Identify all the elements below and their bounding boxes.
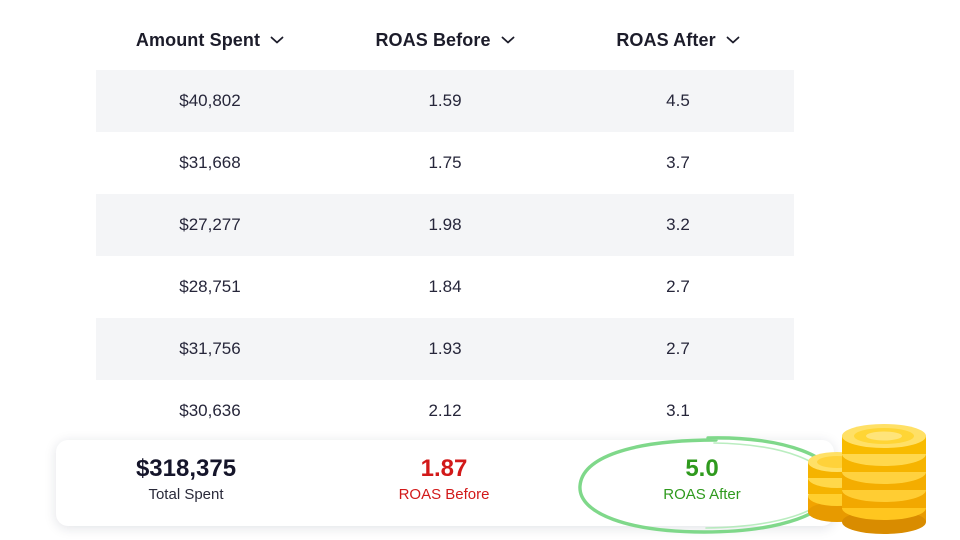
coins-icon	[808, 424, 926, 534]
table-row: $40,802 1.59 4.5	[96, 70, 794, 132]
table-row: $27,277 1.98 3.2	[96, 194, 794, 256]
amount-spent-cell: $28,751	[179, 277, 241, 296]
amount-spent-cell: $40,802	[179, 91, 241, 110]
column-header-label: ROAS After	[616, 29, 716, 50]
roas-before-value: 1.87	[420, 455, 468, 482]
chevron-down-icon	[270, 36, 284, 44]
column-header-label: ROAS Before	[375, 29, 491, 50]
roas-before-cell: 2.12	[428, 401, 462, 420]
roas-before-summary: 1.87 ROAS Before	[334, 454, 554, 503]
column-header-roas-after[interactable]: ROAS After	[578, 26, 778, 54]
roas-after-cell: 2.7	[666, 277, 690, 296]
roas-after-cell: 3.7	[666, 153, 690, 172]
roas-after-cell: 2.7	[666, 339, 690, 358]
chevron-down-icon	[501, 36, 514, 44]
roas-after-summary: 5.0 ROAS After	[592, 454, 812, 503]
table-row: $30,636 2.12 3.1	[96, 380, 794, 442]
roas-before-cell: 1.59	[428, 91, 462, 110]
roas-after-cell: 3.2	[666, 215, 690, 234]
roas-before-cell: 1.93	[428, 339, 462, 358]
total-spent-value: $318,375	[135, 455, 237, 482]
table-row: $31,756 1.93 2.7	[96, 318, 794, 380]
roas-after-cell: 3.1	[666, 401, 690, 420]
roas-after-value: 5.0	[685, 455, 719, 482]
roas-before-cell: 1.98	[428, 215, 462, 234]
column-header-roas-before[interactable]: ROAS Before	[345, 26, 545, 54]
column-header-label: Amount Spent	[135, 29, 261, 50]
total-spent-summary: $318,375 Total Spent	[76, 454, 296, 503]
summary-card: $318,375 Total Spent 1.87 ROAS Before 5.…	[56, 440, 834, 526]
roas-after-cell: 4.5	[666, 91, 690, 110]
roas-before-label: ROAS Before	[398, 486, 490, 503]
data-table: $40,802 1.59 4.5 $31,668 1.75 3.7 $27,27…	[96, 70, 794, 442]
column-header-amount-spent[interactable]: Amount Spent	[110, 26, 310, 54]
amount-spent-cell: $31,668	[179, 153, 241, 172]
roas-before-cell: 1.75	[428, 153, 462, 172]
amount-spent-cell: $30,636	[179, 401, 241, 420]
table-row: $31,668 1.75 3.7	[96, 132, 794, 194]
table-row: $28,751 1.84 2.7	[96, 256, 794, 318]
amount-spent-cell: $31,756	[179, 339, 241, 358]
amount-spent-cell: $27,277	[179, 215, 241, 234]
roas-before-cell: 1.84	[428, 277, 462, 296]
total-spent-label: Total Spent	[148, 486, 224, 503]
chevron-down-icon	[726, 36, 740, 44]
roas-after-label: ROAS After	[663, 486, 741, 503]
